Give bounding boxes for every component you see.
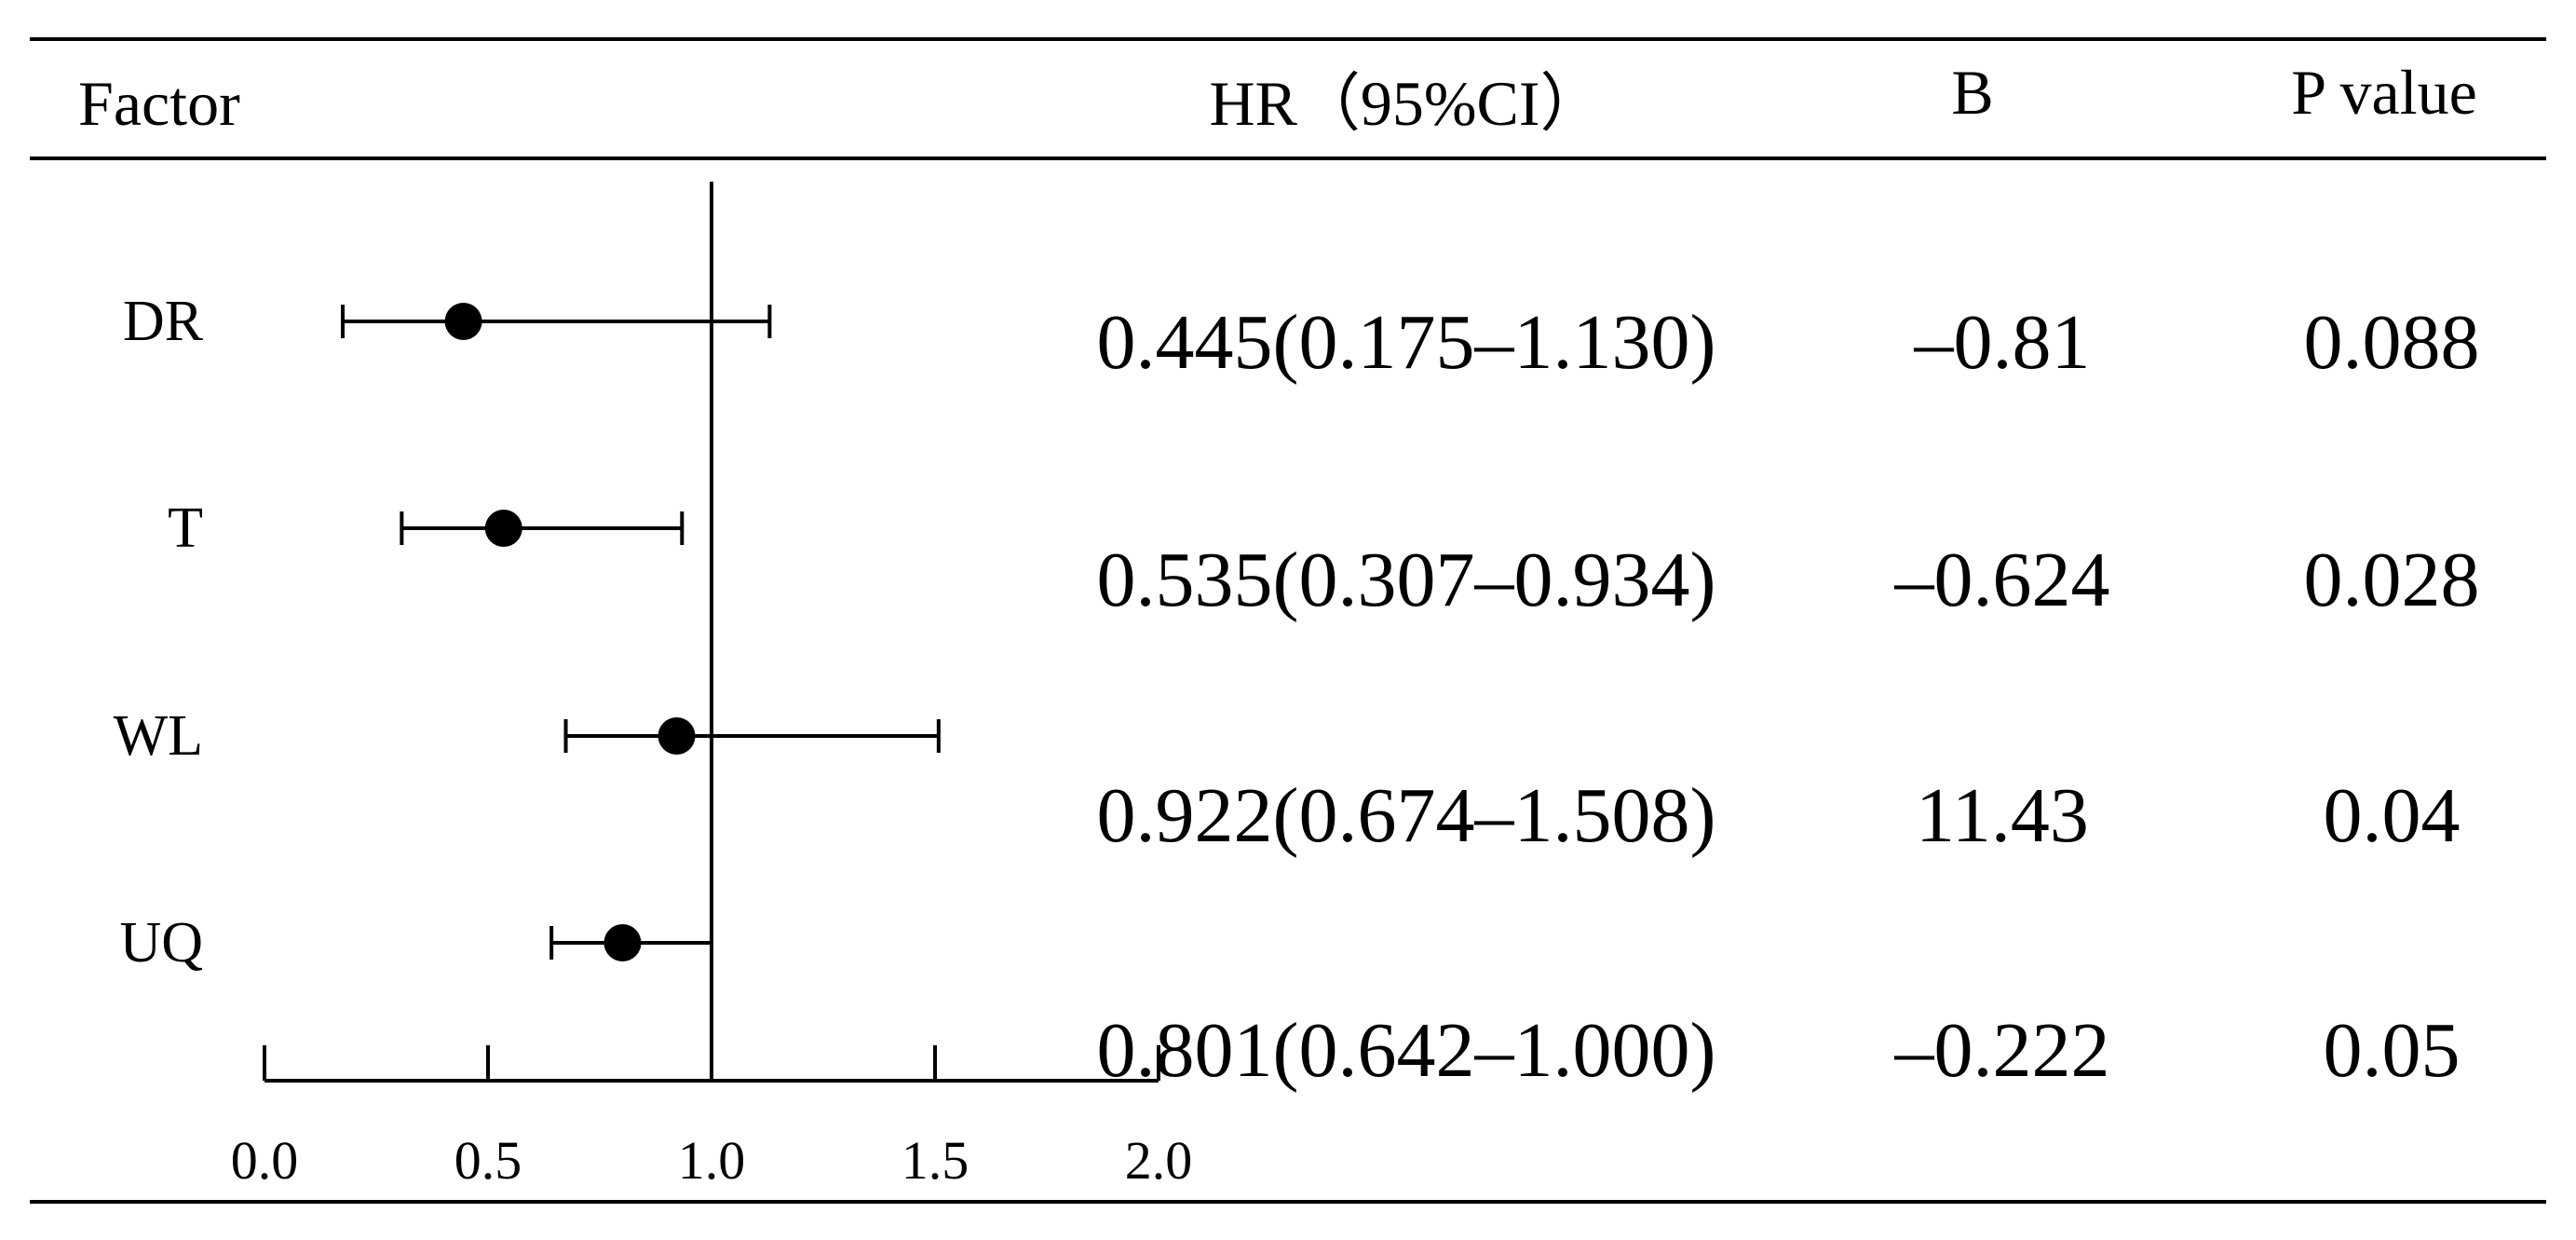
p-value: 0.05 — [2324, 1007, 2461, 1094]
b-value: 11.43 — [1916, 772, 2089, 859]
hr-ci-value: 0.801(0.642–1.000) — [1097, 1007, 1716, 1094]
b-value: –0.81 — [1914, 299, 2091, 386]
hr-point — [658, 717, 696, 755]
x-tick-label: 1.0 — [678, 1130, 746, 1191]
x-tick-label: 0.0 — [231, 1130, 299, 1191]
header-hr-ci: HR（95%CI） — [1209, 68, 1603, 139]
header-p-value: P value — [2291, 57, 2477, 128]
header-factor: Factor — [78, 68, 240, 139]
x-tick-label: 0.5 — [454, 1130, 522, 1191]
p-value: 0.04 — [2324, 772, 2461, 859]
factor-label: DR — [123, 290, 204, 353]
hr-point — [444, 303, 482, 340]
hr-ci-value: 0.922(0.674–1.508) — [1097, 772, 1716, 859]
hr-ci-value: 0.445(0.175–1.130) — [1097, 299, 1716, 386]
x-tick-label: 1.5 — [902, 1130, 969, 1191]
p-value: 0.028 — [2304, 537, 2480, 623]
hr-point — [484, 510, 522, 547]
factor-label: WL — [114, 704, 203, 768]
hr-point — [603, 924, 642, 961]
p-value: 0.088 — [2304, 299, 2480, 386]
b-value: –0.624 — [1894, 537, 2110, 623]
factor-label: UQ — [119, 911, 203, 974]
plot-area: 0.0 0.5 1.0 1.5 2.0 DR T WL UQ — [114, 182, 1193, 1191]
value-table: 0.445(0.175–1.130) –0.81 0.088 0.535(0.307–… — [1097, 299, 2480, 1094]
factor-label: T — [168, 497, 203, 560]
b-value: –0.222 — [1894, 1007, 2110, 1094]
x-tick-label: 2.0 — [1125, 1130, 1193, 1191]
hr-ci-value: 0.535(0.307–0.934) — [1097, 537, 1716, 623]
header-b: B — [1951, 57, 1993, 128]
